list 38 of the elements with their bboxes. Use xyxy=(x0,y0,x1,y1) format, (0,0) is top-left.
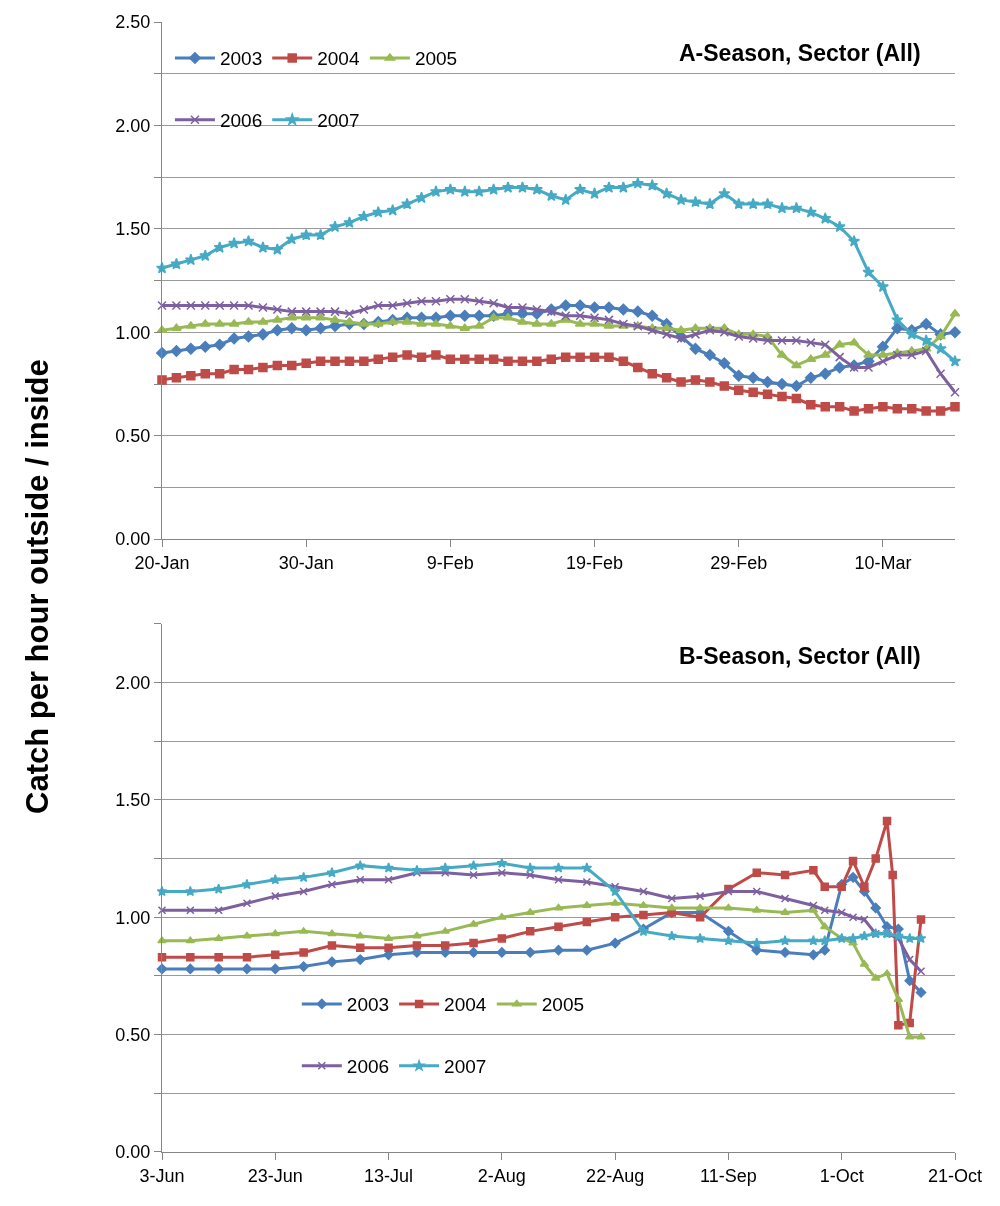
x-tick-label: 21-Oct xyxy=(927,1165,983,1186)
y-tick-label: 0.00 xyxy=(115,529,151,550)
x-tick-label: 22-Aug xyxy=(586,1165,645,1186)
legend-label: 2005 xyxy=(414,48,458,70)
y-tick-label: 1.00 xyxy=(115,907,151,928)
y-axis-title: Catch per hour outside / inside xyxy=(20,359,55,814)
legend-label: 2007 xyxy=(317,110,360,132)
x-tick-label: 30-Jan xyxy=(278,552,334,573)
x-tick-label: 11-Sep xyxy=(700,1165,757,1186)
x-tick-label: 29-Feb xyxy=(710,552,768,573)
y-tick-label: 2.50 xyxy=(115,12,151,33)
legend-label: 2006 xyxy=(346,1056,390,1078)
text: A-Season, Sector (All) xyxy=(679,40,921,66)
y-tick-label: 1.50 xyxy=(115,219,151,240)
y-tick-label: 1.00 xyxy=(115,322,151,343)
legend-label: 2005 xyxy=(541,994,585,1016)
y-tick-label: 0.00 xyxy=(115,1142,151,1163)
legend-label: 2003 xyxy=(219,48,263,70)
x-tick-label: 19-Feb xyxy=(566,552,624,573)
y-tick-label: 2.00 xyxy=(115,115,151,136)
x-tick-label: 9-Feb xyxy=(426,552,474,573)
x-tick-label: 23-Jun xyxy=(247,1165,303,1186)
x-tick-label: 3-Jun xyxy=(139,1165,185,1186)
x-tick-label: 10-Mar xyxy=(854,552,912,573)
legend-label: 2004 xyxy=(317,48,360,70)
y-tick-label: 1.50 xyxy=(115,790,151,811)
x-tick-label: 1-Oct xyxy=(819,1165,864,1186)
x-tick-label: 13-Jul xyxy=(364,1165,414,1186)
legend-label: 2003 xyxy=(346,994,390,1016)
legend-label: 2004 xyxy=(444,994,487,1016)
y-tick-label: 0.50 xyxy=(115,1024,151,1045)
text: B-Season, Sector (All) xyxy=(679,643,921,669)
y-tick-label: 0.50 xyxy=(115,426,151,447)
legend-label: 2006 xyxy=(219,110,263,132)
x-tick-label: 20-Jan xyxy=(134,552,190,573)
legend-label: 2007 xyxy=(444,1056,487,1078)
x-tick-label: 2-Aug xyxy=(477,1165,526,1186)
y-tick-label: 2.00 xyxy=(115,672,151,693)
